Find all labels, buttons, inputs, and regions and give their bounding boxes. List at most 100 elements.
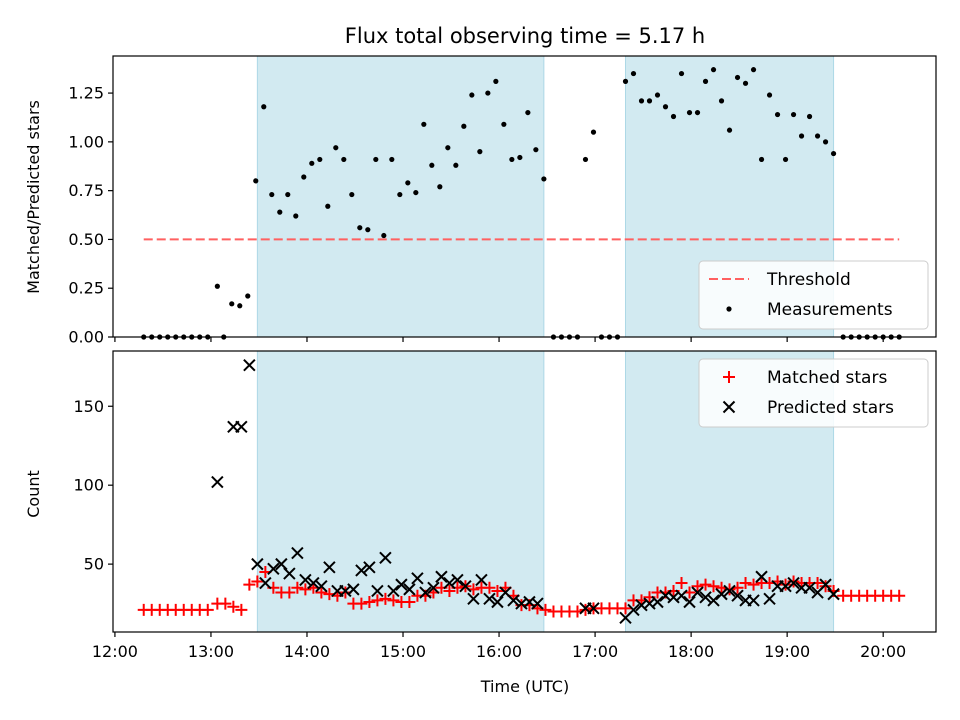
measurement-point xyxy=(774,111,781,118)
predicted-star-point xyxy=(715,587,728,601)
predicted-star-point xyxy=(747,594,760,607)
matched-star-point xyxy=(201,603,214,616)
predicted-star-point xyxy=(803,581,816,595)
matched-star-point xyxy=(299,583,312,596)
measurement-point xyxy=(445,145,451,151)
predicted-star-point xyxy=(827,587,840,601)
measurement-point xyxy=(237,303,243,309)
legend-label: Threshold xyxy=(766,270,851,290)
matched-star-point xyxy=(443,584,456,597)
predicted-star-point xyxy=(675,589,688,602)
predicted-star-point xyxy=(531,597,544,610)
predicted-star-point xyxy=(347,583,360,596)
matched-star-point xyxy=(819,580,832,593)
measurement-point xyxy=(622,78,629,84)
measurement-point xyxy=(501,121,507,127)
matched-star-point xyxy=(363,596,376,609)
predicted-star-point xyxy=(427,581,440,595)
y-tick-label: 0.75 xyxy=(68,181,104,200)
measurement-point xyxy=(477,149,483,155)
predicted-star-point xyxy=(779,580,792,593)
x-tick-label: 18:00 xyxy=(668,642,714,661)
x-axis-label: Time (UTC) xyxy=(480,677,569,696)
matched-star-point xyxy=(699,578,712,591)
measurement-point xyxy=(806,113,813,120)
predicted-star-point xyxy=(467,592,480,606)
predicted-star-point xyxy=(491,595,504,609)
legend-swatch xyxy=(723,371,735,383)
matched-star-point xyxy=(483,581,496,594)
measurement-point xyxy=(694,109,701,116)
measurement-point xyxy=(309,160,315,166)
measurement-point xyxy=(405,180,411,186)
matched-star-point xyxy=(227,600,240,613)
y-tick-label: 0.50 xyxy=(68,230,104,249)
y-tick-label: 100 xyxy=(73,476,104,495)
measurement-point xyxy=(381,232,387,239)
measurement-point xyxy=(469,92,475,98)
measurement-point xyxy=(413,189,419,196)
predicted-star-point xyxy=(275,557,288,571)
measurement-point xyxy=(670,113,677,120)
ratio-panel: 0.00 0.25 0.50 0.75 1.00 1.25 Threshold Measure… xyxy=(68,55,937,347)
predicted-star-point xyxy=(363,561,376,574)
measurement-point xyxy=(822,139,829,145)
measurement-point xyxy=(758,156,765,163)
predicted-star-point xyxy=(819,578,832,591)
chart-title: Flux total observing time = 5.17 h xyxy=(345,24,705,48)
legend: Threshold Measurements xyxy=(698,260,929,330)
measurement-point xyxy=(509,156,515,163)
y-tick-label: 0.25 xyxy=(68,279,104,298)
predicted-star-point xyxy=(435,570,448,583)
measurement-point xyxy=(461,123,467,129)
matched-star-point xyxy=(691,580,704,593)
measurement-point xyxy=(590,129,597,135)
matched-star-point xyxy=(747,578,760,591)
measurement-point xyxy=(325,203,331,209)
measurement-point xyxy=(790,111,797,118)
predicted-star-point xyxy=(379,551,392,565)
measurement-point xyxy=(365,227,371,233)
predicted-star-point xyxy=(243,359,256,372)
measurement-point xyxy=(389,156,395,163)
x-tick-label: 17:00 xyxy=(572,642,618,661)
measurement-point xyxy=(702,78,709,84)
matched-star-point xyxy=(235,603,248,616)
matched-star-point xyxy=(739,577,752,590)
y-tick-label: 0.00 xyxy=(68,328,104,347)
predicted-star-point xyxy=(387,584,400,598)
matched-star-point xyxy=(355,597,368,610)
predicted-star-point xyxy=(627,603,640,617)
predicted-star-point xyxy=(403,583,416,596)
predicted-star-point xyxy=(259,576,272,590)
matched-star-point xyxy=(291,581,304,594)
predicted-star-point xyxy=(459,580,472,593)
plot-frame xyxy=(112,55,937,338)
measurement-point xyxy=(630,70,637,77)
measurement-point xyxy=(798,133,805,139)
x-tick-label: 14:00 xyxy=(284,642,330,661)
predicted-star-point xyxy=(451,573,464,587)
predicted-star-point xyxy=(235,420,248,433)
measurement-point xyxy=(646,98,653,104)
measurement-point xyxy=(253,178,259,184)
predicted-star-point xyxy=(299,573,312,587)
measurement-point xyxy=(397,191,403,198)
predicted-star-point xyxy=(507,594,520,607)
predicted-star-point xyxy=(691,586,704,599)
predicted-star-point xyxy=(411,572,424,585)
measurement-point xyxy=(662,104,669,110)
measurement-point xyxy=(373,156,379,163)
predicted-star-point xyxy=(355,564,368,577)
measurement-point xyxy=(269,191,275,198)
measurement-point xyxy=(750,67,757,73)
legend-label: Measurements xyxy=(767,300,893,320)
predicted-star-point xyxy=(483,592,496,606)
measurement-point xyxy=(830,150,837,157)
measurement-point xyxy=(293,213,299,219)
matched-star-point xyxy=(371,594,384,607)
matched-star-point xyxy=(707,580,720,593)
measurement-point xyxy=(525,109,531,116)
predicted-star-point xyxy=(283,567,296,580)
